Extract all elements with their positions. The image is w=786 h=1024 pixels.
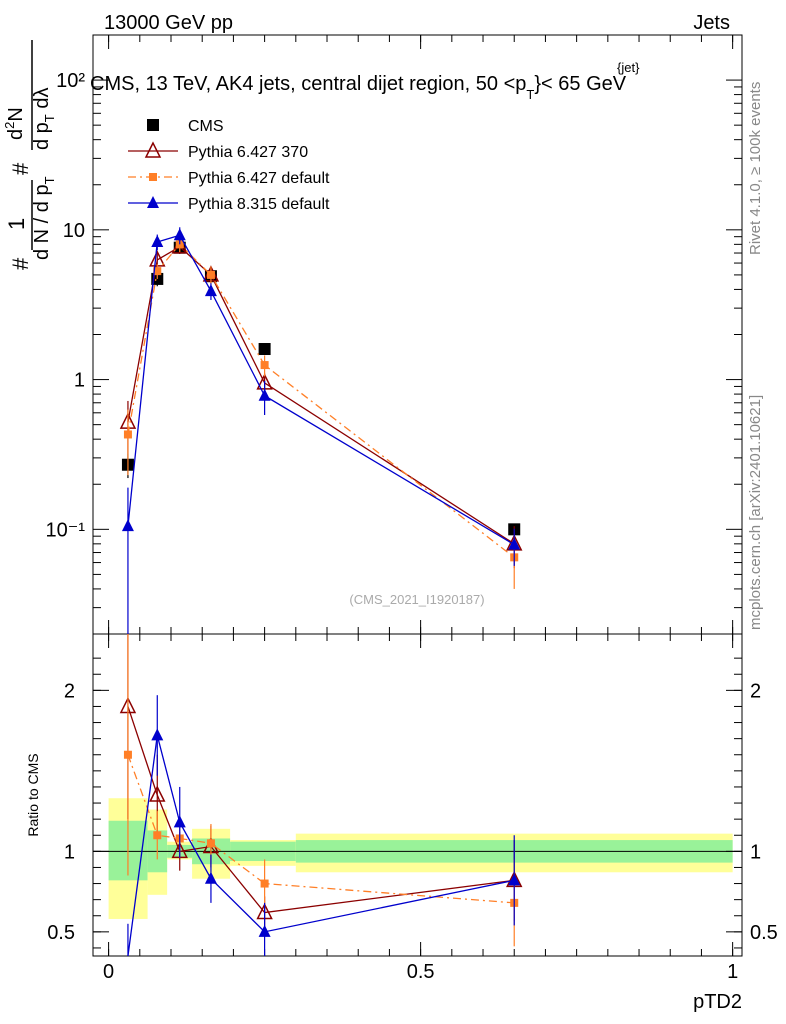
ratio-point-3-4: [258, 924, 271, 937]
legend-label-1: Pythia 6.427 370: [188, 144, 308, 161]
main-line-3: [127, 234, 515, 546]
ratio-series: [119, 634, 523, 957]
main-line-2: [127, 243, 515, 558]
analysis-watermark: (CMS_2021_I1920187): [349, 592, 484, 607]
ratio-point-2-4: [260, 879, 269, 888]
ratio-line-3: [127, 735, 515, 957]
main-point-3-0: [121, 519, 134, 532]
header-left: 13000 GeV pp: [104, 12, 233, 34]
main-point-3-1: [151, 234, 164, 247]
legend-label-2: Pythia 6.427 default: [188, 170, 330, 187]
y-label-hash-1: #: [8, 257, 33, 270]
rivet-version-label: Rivet 4.1.0, ≥ 100k events: [747, 82, 764, 255]
plot-title-tail: }< 65 GeV: [534, 73, 626, 95]
y-axis-label-ratio: Ratio to CMS: [25, 753, 41, 836]
plot-title-sup: {jet}: [617, 60, 640, 75]
ratio-line-2: [127, 754, 515, 904]
legend-label-3: Pythia 8.315 default: [188, 196, 330, 213]
x-tick-label-2: 1: [727, 961, 738, 983]
y-label-one: 1: [4, 218, 29, 230]
header-right: Jets: [693, 12, 730, 34]
main-point-2-1: [153, 267, 162, 276]
plot-title-main: CMS, 13 TeV, AK4 jets, central dijet reg…: [90, 73, 526, 95]
main-point-0-4: [258, 343, 271, 356]
y-label-denominator-1: d N / d pT: [31, 176, 57, 260]
y-tick-label-ratio-left-0: 0.5: [47, 922, 75, 944]
y-label-denominator-2: d pT dλ: [31, 88, 57, 150]
y-tick-label-main-0: 10⁻¹: [46, 519, 86, 541]
main-point-3-3: [204, 284, 217, 297]
x-axis-label: pTD2: [693, 991, 742, 1013]
legend-marker-2: [149, 173, 157, 181]
main-point-3-2: [173, 228, 186, 241]
uncertainty-bands: [108, 798, 733, 919]
legend-label-0: CMS: [188, 118, 224, 135]
y-tick-label-ratio-right-1: 1: [750, 841, 761, 863]
y-tick-label-ratio-left-1: 1: [64, 841, 75, 863]
ratio-point-2-0: [123, 750, 132, 759]
x-tick-label-1: 0.5: [407, 961, 435, 983]
legend-marker-0: [147, 119, 159, 131]
legend-marker-3: [147, 196, 159, 208]
ratio-line-1: [127, 706, 515, 914]
y-axis-label-main: # 1 d N / d pT # d2N d pT dλ: [2, 40, 57, 270]
y-tick-label-ratio-right-0: 0.5: [750, 922, 778, 944]
y-tick-label-main-3: 10²: [56, 70, 85, 92]
y-tick-label-ratio-left-2: 2: [64, 680, 75, 702]
ratio-point-3-2: [173, 815, 186, 828]
ratio-panel-frame: [92, 633, 743, 957]
ratio-point-3-5: [508, 873, 521, 886]
x-tick-label-0: 0: [103, 961, 114, 983]
y-tick-label-main-1: 1: [74, 370, 85, 392]
ratio-point-2-3: [206, 839, 215, 848]
main-point-3-5: [508, 537, 521, 550]
y-tick-label-main-2: 10: [63, 220, 85, 242]
main-line-1: [127, 246, 515, 545]
main-series: [119, 227, 523, 634]
legend: CMS Pythia 6.427 370 Pythia 6.427 default P…: [128, 118, 330, 213]
ratio-point-2-1: [153, 831, 162, 840]
legend-marker-1: [144, 141, 162, 158]
main-point-2-0: [123, 430, 132, 439]
plot-title-sub: T: [526, 87, 534, 102]
ratio-point-3-1: [151, 728, 164, 741]
main-point-2-4: [260, 361, 269, 370]
main-point-2-3: [206, 270, 215, 279]
plot-title: CMS, 13 TeV, AK4 jets, central dijet reg…: [90, 73, 627, 102]
ratio-point-3-3: [204, 871, 217, 884]
y-tick-label-ratio-right-2: 2: [750, 680, 761, 702]
main-point-3-4: [258, 388, 271, 401]
y-label-hash-2: #: [8, 162, 33, 175]
mcplots-label: mcplots.cern.ch [arXiv:2401.10621]: [747, 395, 764, 630]
y-label-numerator-2: d2N: [2, 107, 27, 140]
axis-ticks: 0 0.5 1 10⁻¹ 1 10 10² 0.5 0.5 1 1 2 2: [46, 34, 778, 983]
ratio-point-1-1: [149, 785, 166, 802]
